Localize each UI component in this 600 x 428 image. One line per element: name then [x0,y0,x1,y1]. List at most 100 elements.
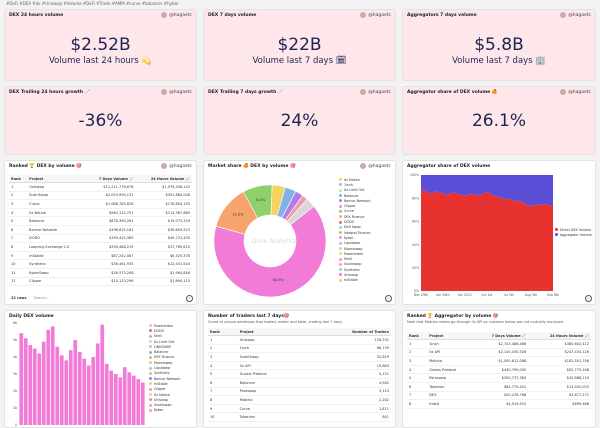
table-row[interactable]: 3 Curve $1,088,785,826 $176,804,155 [9,199,192,209]
bar[interactable] [140,382,145,426]
pie-slice[interactable] [213,205,327,298]
kpi-card-7d-growth[interactable]: DEX Trailing 7 days growth 📈 @hagaetc 24… [203,86,396,155]
table-row[interactable]: 3 SushiSwap 32,819 [208,352,391,362]
bar[interactable] [109,370,114,425]
table-row[interactable]: 4 0x Native $963,114,751 $114,387,689 [9,208,192,218]
table-row[interactable]: 2 1inch 66,139 [208,344,391,354]
table-row[interactable]: 5 Gnosis Protocol 5,121 [208,369,391,379]
table-row[interactable]: 2 SushiSwap $2,029,994,131 $301,884,048 [9,191,192,201]
author[interactable]: @hagaetc [560,89,591,95]
legend-item[interactable]: Liquidator [339,241,370,246]
col-rank[interactable]: Rank [208,328,238,336]
author[interactable]: @hagaetc [161,89,192,95]
legend-item[interactable]: Balancer [339,193,370,198]
table-row[interactable]: 9 mStable $87,242,087 $6,325,378 [9,251,192,261]
legend-item[interactable]: 0x Limit Ord [339,188,370,193]
table-row[interactable]: 4 Gnosis Protocol $440,769,092 $52,779,168 [407,365,591,375]
area-series-aggregator[interactable] [421,175,553,207]
bar[interactable] [50,326,55,425]
col-24h-volume[interactable]: 24 Hours Volume 📈 [528,332,591,340]
search-input[interactable]: Search... [33,296,50,300]
bar[interactable] [86,365,91,426]
bar[interactable] [127,372,132,425]
table-row[interactable]: 9 Curve 1,811 [208,404,391,414]
col-7d-volume[interactable]: 7 Days Volume 📈 [472,332,529,340]
legend-item[interactable]: Mooniswap [339,246,370,251]
legend-item[interactable]: Shell [149,334,180,339]
table-row[interactable]: 11 KyberSwap $26,573,208 $1,964,846 [9,268,192,278]
legend-item[interactable]: Defi Swap [339,225,370,230]
kpi-card-24h-growth[interactable]: DEX Trailing 24 hours growth 📈 @hagaetc … [4,86,197,155]
legend-item[interactable]: DODO [339,219,370,224]
legend-item[interactable]: DFX Finance [149,355,180,360]
legend-item[interactable]: Sushiswap [339,262,370,267]
legend-item[interactable]: LINKSWAP [149,344,180,349]
legend-item[interactable]: PowerIndex [339,251,370,256]
table-row[interactable]: 1 Uniswap 116,331 [208,335,391,345]
col-project[interactable]: Project [27,175,85,183]
col-rank[interactable]: Rank [407,332,428,340]
legend-item[interactable]: Kyber [339,235,370,240]
table-row[interactable]: 10 Tokenlon 841 [208,412,391,422]
kpi-card-24h-volume[interactable]: DEX 24 hours volume @hagaetc $2.52B Volum… [4,9,197,81]
legend-item[interactable]: 1inch [339,182,370,187]
bar[interactable] [113,374,118,425]
legend-item[interactable]: Balancer [149,349,180,354]
legend-item[interactable]: Mooniswap [149,360,180,365]
kpi-card-aggregators-volume[interactable]: Aggregators 7 days volume @hagaetc $5.8B… [402,9,596,81]
table-row[interactable]: 8 Matcha 2,282 [208,395,391,405]
author[interactable]: @hagaetc [560,12,591,18]
bar[interactable] [136,379,141,425]
legend-item[interactable]: Kyber [149,408,180,413]
legend-item[interactable]: 0x Limit Ord [149,339,180,344]
bar[interactable] [55,346,60,425]
col-project[interactable]: Project [427,332,473,340]
pie-slice[interactable] [286,198,315,226]
legend-item[interactable]: Clipper [339,203,370,208]
table-row[interactable]: 1 Uniswap $11,211,776,678 $1,979,438,142 [9,182,192,192]
bar[interactable] [104,363,109,425]
col-24h-volume[interactable]: 24 Hours Volume 📈 [135,175,192,183]
table-row[interactable]: 5 Balancer $878,390,261 $19,073,329 [9,216,192,226]
author[interactable]: @hagaetc [360,12,391,18]
bar[interactable] [59,355,64,425]
legend-item[interactable]: 0x Native [339,177,370,182]
legend-item[interactable]: Shell [339,256,370,261]
bar[interactable] [41,341,46,425]
bar[interactable] [32,348,37,426]
area-series-direct-dex[interactable] [421,188,553,291]
bar[interactable] [131,375,136,425]
bar[interactable] [82,358,87,425]
author[interactable]: @hagaetc [161,12,192,18]
bar[interactable] [68,350,73,425]
bar[interactable] [23,338,28,425]
legend-item[interactable]: Uniswap [149,397,180,402]
bar[interactable] [91,357,96,425]
table-row[interactable]: 8 Loopring Exchange 1.0 $290,488,219 $37,76… [9,242,192,252]
legend-item[interactable]: DODO [149,328,180,333]
legend-item[interactable]: mStable [149,381,180,386]
legend-item[interactable]: Synthetix [339,267,370,272]
author[interactable]: @hagaetc [360,89,391,95]
legend-item[interactable]: Synthetix [149,371,180,376]
legend-item[interactable]: Liquidator [149,365,180,370]
kpi-card-7d-volume[interactable]: DEX 7 days volume @hagaetc $22B Volume la… [203,9,396,81]
bar[interactable] [73,340,78,425]
table-row[interactable]: 4 0x API 19,863 [208,361,391,371]
bar[interactable] [100,324,105,425]
col-number-of-traders[interactable]: Number of Traders [303,328,391,336]
legend-item[interactable]: Sushiswap [149,402,180,407]
table-row[interactable]: 6 Balancer 4,982 [208,378,391,388]
legend-item[interactable]: Integral Finance [339,230,370,235]
table-row[interactable]: 12 Clipper $15,123,296 $1,694,115 [9,277,192,287]
table-row[interactable]: 7 Paraswap 3,123 [208,387,391,397]
bar[interactable] [77,351,82,425]
bar[interactable] [95,343,100,425]
author[interactable]: @hagaetc [161,163,192,169]
table-row[interactable]: 6 Tokenlon $84,770,401 $13,402,003 [407,382,591,392]
kpi-card-aggregator-share[interactable]: Aggregator share of DEX volume 🍊 @hagaet… [402,86,596,155]
table-row[interactable]: 2 0x API $2,140,430,326 $247,434,126 [407,348,591,358]
legend-item[interactable]: Bancor Network [149,376,180,381]
legend-item[interactable]: Aggregator Volume [555,232,592,237]
bar[interactable] [46,329,51,425]
